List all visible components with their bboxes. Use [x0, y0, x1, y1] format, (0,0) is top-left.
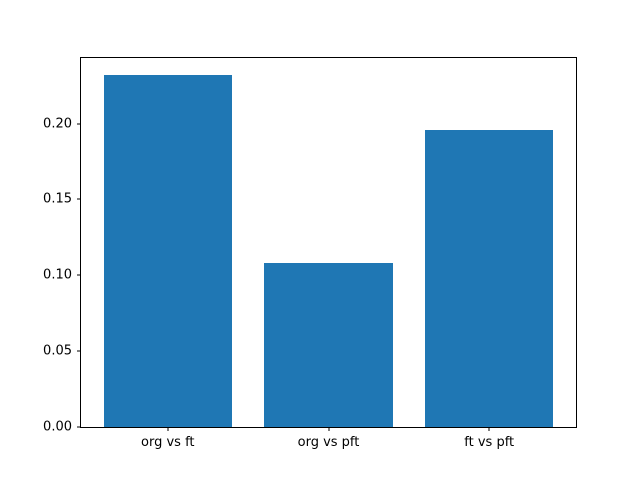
- y-axis-tick-label: 0.05: [43, 343, 72, 359]
- y-axis-tick: [77, 123, 81, 125]
- bar-ft-vs-pft: [424, 129, 554, 427]
- x-axis-tick: [167, 427, 169, 431]
- y-axis-tick-label: 0.10: [43, 267, 72, 283]
- y-axis-tick-label: 0.20: [43, 116, 72, 132]
- y-axis-tick: [77, 274, 81, 276]
- y-axis-tick: [77, 198, 81, 200]
- bar-org-vs-pft: [264, 263, 393, 427]
- y-axis-tick-label: 0.15: [43, 191, 72, 207]
- axes: org vs ft org vs pft ft vs pft 0.00 0.05 0.10…: [43, 57, 577, 450]
- y-axis-tick-label: 0.00: [43, 419, 72, 435]
- y-axis-tick: [77, 426, 81, 428]
- x-axis-tick-label: ft vs pft: [464, 435, 515, 450]
- bar-org-vs-ft: [103, 75, 233, 427]
- x-axis-tick: [328, 427, 329, 431]
- x-axis-tick-label: org vs pft: [297, 435, 360, 450]
- x-axis-tick: [488, 427, 490, 431]
- y-axis-tick: [77, 350, 81, 352]
- x-axis-tick-label: org vs ft: [141, 435, 195, 450]
